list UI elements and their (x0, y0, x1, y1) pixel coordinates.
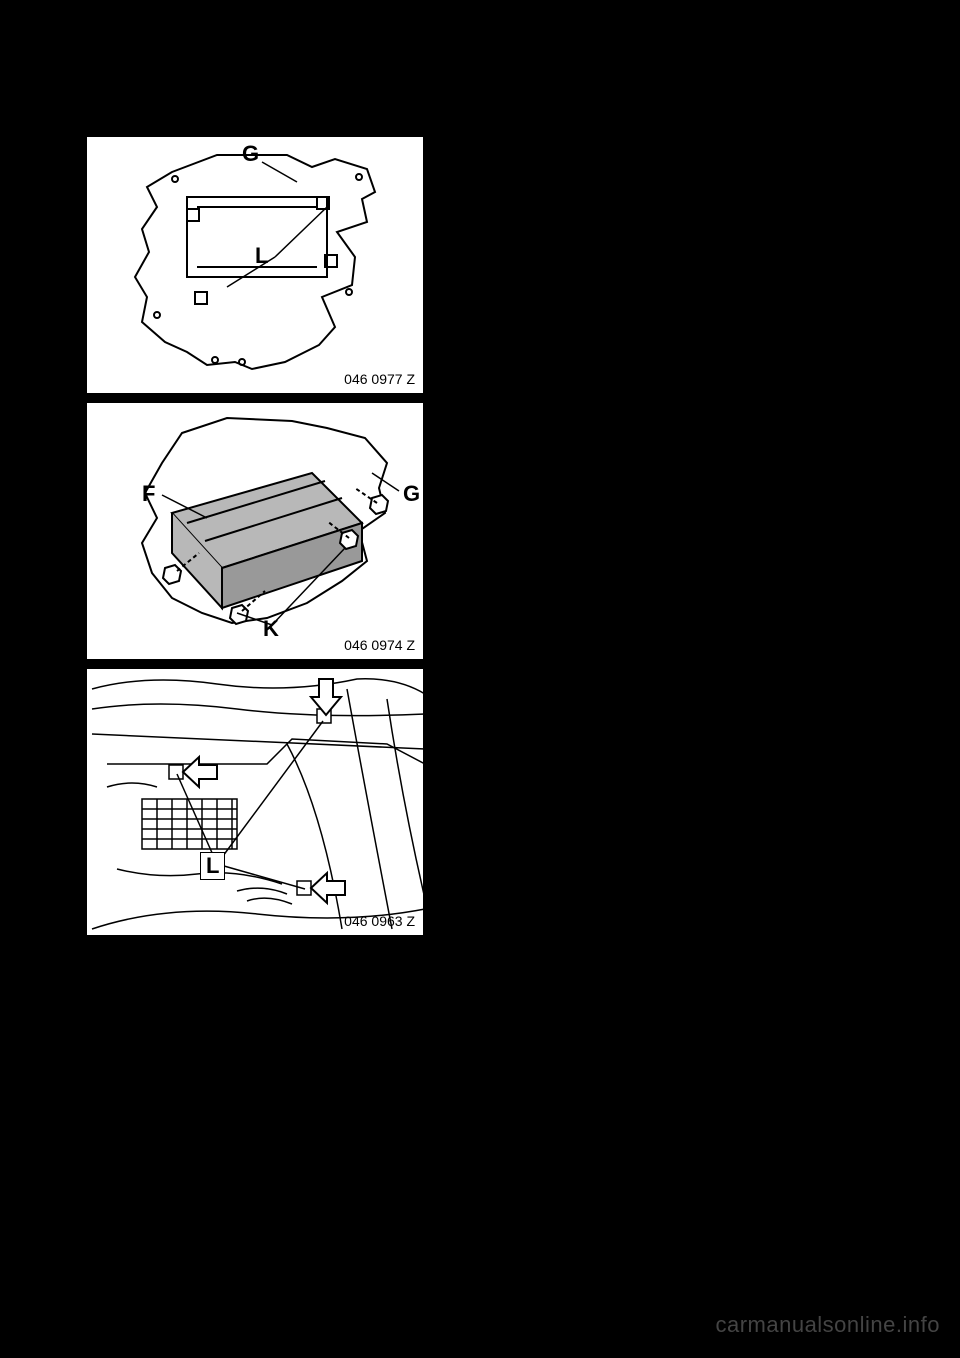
figure-3-caption: 046 0963 Z (344, 913, 415, 929)
watermark: carmanualsonline.info (715, 1312, 940, 1338)
page: G L 046 0977 Z (0, 0, 960, 1358)
figure-2: F G K 046 0974 Z (85, 401, 425, 661)
figure-1: G L 046 0977 Z (85, 135, 425, 395)
figure-3-label-l: L (200, 852, 225, 880)
figure-2-drawing (87, 403, 427, 663)
figure-1-caption: 046 0977 Z (344, 371, 415, 387)
figure-1-label-l: L (255, 243, 268, 269)
figure-2-label-g: G (403, 481, 420, 507)
figure-3-drawing (87, 669, 427, 939)
figure-1-label-g: G (242, 141, 259, 167)
figure-2-label-k: K (263, 616, 279, 642)
figures-column: G L 046 0977 Z (85, 135, 425, 943)
figure-2-label-f: F (142, 481, 155, 507)
figure-2-caption: 046 0974 Z (344, 637, 415, 653)
figure-3: L 046 0963 Z (85, 667, 425, 937)
